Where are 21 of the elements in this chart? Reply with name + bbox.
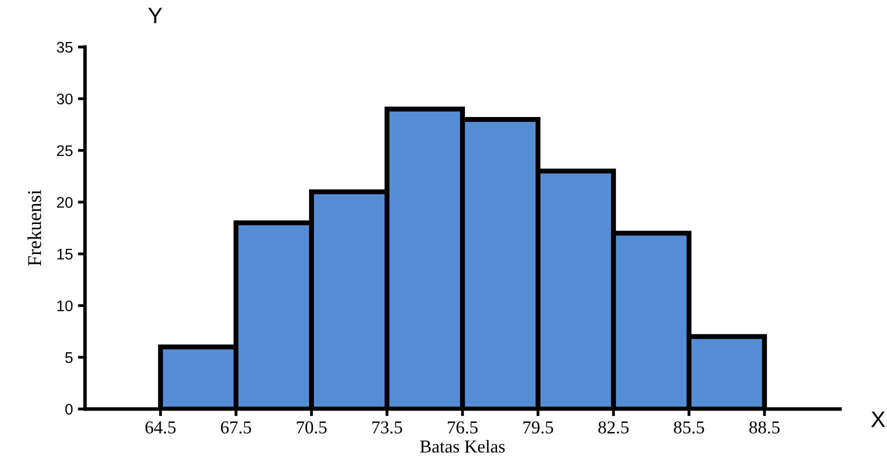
y-tick-label: 15 [57, 248, 73, 260]
x-tick-label: 73.5 [372, 421, 402, 434]
text: Y [148, 8, 162, 24]
x-tick-label: 64.5 [145, 421, 176, 434]
x-tick-label: 85.5 [674, 421, 704, 434]
y-tick-label: 10 [57, 300, 73, 312]
y-tick-label: 0 [65, 404, 73, 415]
y-tick-label: 35 [56, 42, 73, 53]
text: X [871, 412, 886, 427]
x-tick-label: 79.5 [523, 421, 554, 434]
y-tick-label: 30 [56, 94, 73, 104]
x-tick-label: 67.5 [220, 421, 252, 434]
x-tick-label: 88.5 [749, 421, 780, 434]
y-tick-label: 5 [65, 352, 73, 363]
x-tick-label: 76.5 [448, 421, 478, 434]
x-axis-title: Batas Kelas [420, 440, 505, 453]
y-tick-label: 20 [56, 197, 73, 208]
x-tick-label: 70.5 [296, 421, 327, 434]
y-tick-label: 25 [56, 145, 73, 156]
x-tick-label: 82.5 [598, 421, 629, 434]
y-axis-title: Frekuensi [27, 190, 42, 266]
